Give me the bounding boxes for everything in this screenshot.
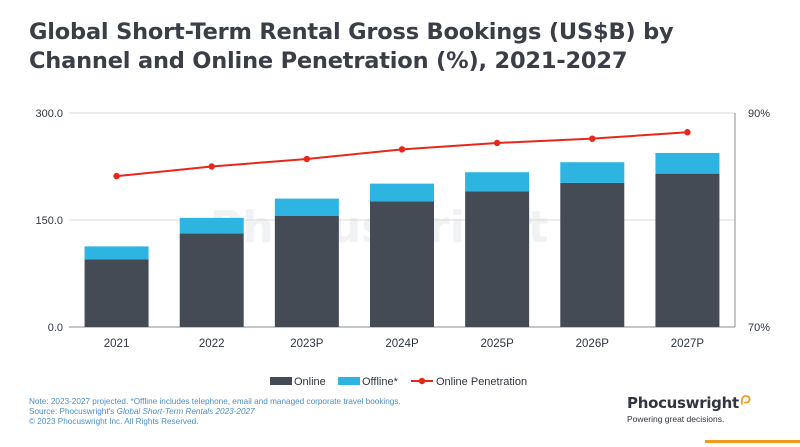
y-right-tick-label: 90% [748,108,770,120]
brand-tagline: Powering great decisions. [627,414,725,424]
penetration-point [303,155,311,163]
footnote-source: Source: Phocuswright's Global Short-Term… [29,407,255,416]
penetration-point [589,135,596,142]
penetration-point [493,139,501,147]
x-tick-label: 2023P [290,338,324,350]
footnote-copyright: © 2023 Phocuswright Inc. All Rights Rese… [29,417,199,426]
bar-online [179,233,244,327]
x-tick-label: 2021 [104,338,130,350]
penetration-point [208,163,215,170]
x-tick-label: 2025P [481,338,515,350]
legend-label-online: Online [294,376,326,388]
footnote-note: Note: 2023-2027 projected. *Offline incl… [29,397,401,406]
footnotes: Note: 2023-2027 projected. *Offline incl… [29,397,589,427]
bar-offline [560,162,625,183]
penetration-point [113,172,120,180]
bar-online [84,259,149,327]
y-left-tick-label: 0.0 [48,322,63,334]
bar-online [274,215,339,327]
brand-name: Phocuswright [627,394,739,412]
legend-swatch-online [270,377,292,385]
legend-label-penetration: Online Penetration [436,376,527,388]
y-left-tick-label: 300.0 [35,108,63,120]
bar-online [465,191,530,327]
bar-online [655,173,720,327]
y-left-tick-label: 150.0 [35,215,63,227]
bar-offline [465,172,530,192]
penetration-point [398,146,406,153]
bar-offline [655,152,720,174]
penetration-point [684,129,691,136]
x-tick-label: 2027P [671,338,705,350]
brand-accent-bar [705,440,800,443]
source-title: Global Short-Term Rentals 2023-2027 [116,407,255,416]
bar-online [560,182,625,327]
brand-logo: Phocuswright Powering great decisions. [627,394,797,424]
bar-offline [179,217,244,234]
legend-marker-penetration [418,377,426,385]
x-tick-label: 2022 [199,338,225,350]
chart-title: Global Short-Term Rental Gross Bookings … [29,19,674,74]
brand-mark-icon [740,395,751,405]
legend-label-offline: Offline* [362,376,399,388]
bar-offline [274,198,339,216]
bar-online [370,201,434,327]
y-right-tick-label: 70% [748,322,770,334]
legend-swatch-offline [338,377,360,385]
bar-offline [370,183,434,202]
x-tick-label: 2026P [576,338,610,350]
x-tick-label: 2024P [385,338,419,350]
bar-offline [84,246,149,260]
